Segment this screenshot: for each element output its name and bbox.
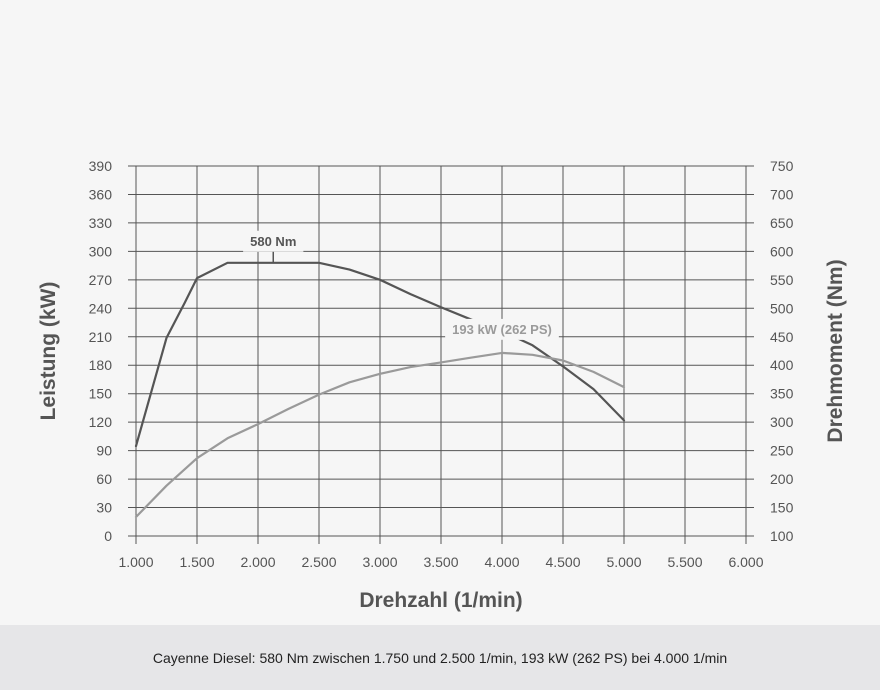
x-tick-label: 2.500	[301, 554, 336, 570]
y-right-tick-label: 350	[770, 386, 794, 402]
chart-area: 0 100 30 150 60 200 90 250 120 300 150 350 180 400 210…	[37, 158, 847, 612]
y-left-tick-label: 330	[89, 215, 113, 231]
y-left-tick-label: 180	[89, 357, 113, 373]
y-right-tick-label: 300	[770, 414, 794, 430]
x-tick-label: 4.000	[484, 554, 519, 570]
x-tick-label: 4.500	[545, 554, 580, 570]
x-tick-label: 5.000	[606, 554, 641, 570]
y-right-tick-label: 250	[770, 443, 794, 459]
y-right-tick-label: 450	[770, 329, 794, 345]
x-tick-label: 3.000	[362, 554, 397, 570]
tick-labels: 0 100 30 150 60 200 90 250 120 300 150 350 180 400 210…	[89, 158, 794, 570]
caption-bar: Cayenne Diesel: 580 Nm zwischen 1.750 un…	[0, 625, 880, 690]
y-right-tick-label: 400	[770, 357, 794, 373]
x-axis-title: Drehzahl (1/min)	[359, 589, 522, 612]
annotation-label: 193 kW (262 PS)	[452, 322, 552, 337]
y-right-tick-label: 700	[770, 186, 794, 202]
annotations: 580 Nm 193 kW (262 PS)	[243, 230, 559, 353]
y-left-tick-label: 390	[89, 158, 113, 174]
y-left-tick-label: 60	[96, 471, 112, 487]
power-series-line	[134, 351, 626, 519]
grid	[128, 165, 754, 544]
y-right-tick-label: 600	[770, 243, 794, 259]
y-left-tick-label: 210	[89, 329, 113, 345]
y-left-tick-label: 0	[104, 528, 112, 544]
series	[134, 261, 626, 519]
torque-peak-annotation: 580 Nm	[243, 230, 304, 263]
y-left-tick-label: 360	[89, 186, 113, 202]
y-right-tick-label: 150	[770, 500, 794, 516]
power-torque-chart: 0 100 30 150 60 200 90 250 120 300 150 350 180 400 210…	[37, 158, 847, 612]
y-left-tick-label: 240	[89, 300, 113, 316]
y-left-tick-label: 90	[96, 443, 112, 459]
x-tick-label: 1.000	[118, 554, 153, 570]
y-axis-right-title: Drehmoment (Nm)	[824, 259, 847, 442]
caption-text: Cayenne Diesel: 580 Nm zwischen 1.750 un…	[152, 649, 728, 666]
y-left-tick-label: 270	[89, 272, 113, 288]
y-right-tick-label: 650	[770, 215, 794, 231]
y-right-tick-label: 550	[770, 272, 794, 288]
y-left-tick-label: 150	[89, 386, 113, 402]
y-left-tick-label: 30	[96, 500, 112, 516]
x-tick-label: 1.500	[179, 554, 214, 570]
y-right-tick-label: 750	[770, 158, 794, 174]
y-left-tick-label: 120	[89, 414, 113, 430]
x-tick-label: 2.000	[240, 554, 275, 570]
x-tick-label: 5.500	[667, 554, 702, 570]
power-peak-annotation: 193 kW (262 PS)	[445, 318, 559, 353]
y-axis-left-title: Leistung (kW)	[37, 282, 60, 421]
x-tick-label: 6.000	[728, 554, 763, 570]
annotation-box	[243, 230, 304, 252]
y-left-tick-label: 300	[89, 243, 113, 259]
y-right-tick-label: 200	[770, 471, 794, 487]
y-right-tick-label: 500	[770, 300, 794, 316]
y-right-tick-label: 100	[770, 528, 794, 544]
torque-series-line	[134, 261, 626, 448]
x-tick-label: 3.500	[423, 554, 458, 570]
annotation-label: 580 Nm	[250, 234, 296, 249]
annotation-box	[445, 318, 559, 340]
